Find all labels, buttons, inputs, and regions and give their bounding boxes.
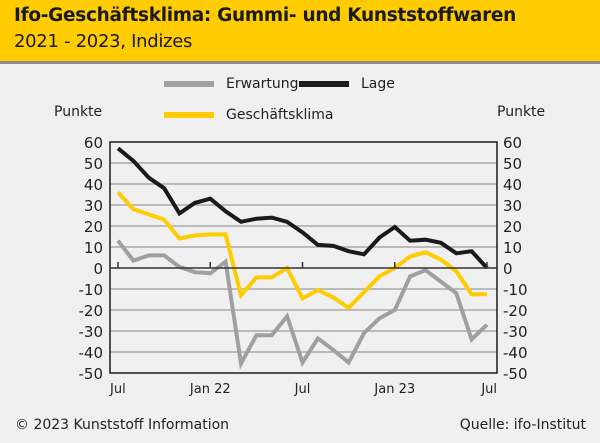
y-tick-label-left: -20	[79, 302, 104, 320]
x-tick-label: Jul	[109, 382, 126, 397]
legend-swatch-erwartung	[164, 81, 214, 87]
y-tick-label-right: -50	[503, 365, 528, 383]
axes	[109, 141, 498, 374]
y-tick-label-right: 20	[503, 218, 522, 236]
chart-subtitle: 2021 - 2023, Indizes	[14, 31, 193, 52]
legend-item-geschaeftsklima: Geschäftsklima	[164, 107, 333, 123]
y-tick-label-left: 40	[84, 176, 103, 194]
legend-item-lage: Lage	[299, 76, 395, 92]
x-tick-labels: Jul Jan 22 Jul Jan 23 Jul	[109, 382, 497, 397]
y-tick-label-right: 50	[503, 155, 522, 173]
copyright-text: © 2023 Kunststoff Information	[15, 417, 230, 433]
legend-label-lage: Lage	[361, 76, 395, 92]
y-tick-label-right: 40	[503, 176, 522, 194]
x-tick-label: Jan 22	[189, 382, 231, 397]
y-tick-label-left: -30	[79, 323, 104, 341]
y-tick-label-right: -20	[503, 302, 528, 320]
y-tick-label-left: 20	[84, 218, 103, 236]
y-tick-label-right: 60	[503, 134, 522, 152]
y-tick-label-left: -10	[79, 281, 104, 299]
y-tick-label-left: 10	[84, 239, 103, 257]
y-tick-label-left: 60	[84, 134, 103, 152]
x-tick-label: Jul	[294, 382, 311, 397]
legend-swatch-geschaeftsklima	[164, 112, 214, 118]
series-line-geschaeftsklima	[116, 191, 487, 311]
y-tick-label-right: -10	[503, 281, 528, 299]
y-tick-label-right: 30	[503, 197, 522, 215]
y-axis-label-left: Punkte	[54, 104, 103, 120]
plot-frame	[109, 141, 498, 374]
y-tick-label-right: -40	[503, 344, 528, 362]
y-tick-label-right: 0	[503, 260, 513, 278]
y-tick-label-left: 0	[93, 260, 103, 278]
y-tick-label-left: 50	[84, 155, 103, 173]
legend-item-erwartung: Erwartung	[164, 76, 299, 92]
series-line-lage	[116, 146, 489, 270]
x-tick-label: Jul	[480, 382, 497, 397]
source-text: Quelle: ifo-Institut	[459, 417, 586, 433]
legend-label-geschaeftsklima: Geschäftsklima	[226, 107, 334, 123]
legend-label-erwartung: Erwartung	[226, 76, 299, 92]
gridlines	[110, 142, 497, 373]
y-tick-label-left: -50	[79, 365, 104, 383]
series-line-erwartung	[116, 239, 489, 370]
y-tick-labels-right: 60 50 40 30 20 10 0 -10 -20 -30 -40 -50	[503, 134, 528, 383]
x-tick-label: Jan 23	[373, 382, 415, 397]
y-tick-label-left: 30	[84, 197, 103, 215]
y-tick-labels-left: 60 50 40 30 20 10 0 -10 -20 -30 -40 -50	[79, 134, 104, 383]
header-banner: Ifo-Geschäftsklima: Gummi- und Kunststof…	[0, 0, 600, 64]
series-lines	[116, 146, 489, 370]
legend-swatch-lage	[299, 81, 349, 87]
y-tick-label-right: 10	[503, 239, 522, 257]
chart-title: Ifo-Geschäftsklima: Gummi- und Kunststof…	[14, 5, 517, 26]
y-tick-label-right: -30	[503, 323, 528, 341]
y-axis-label-right: Punkte	[497, 104, 546, 120]
y-tick-label-left: -40	[79, 344, 104, 362]
